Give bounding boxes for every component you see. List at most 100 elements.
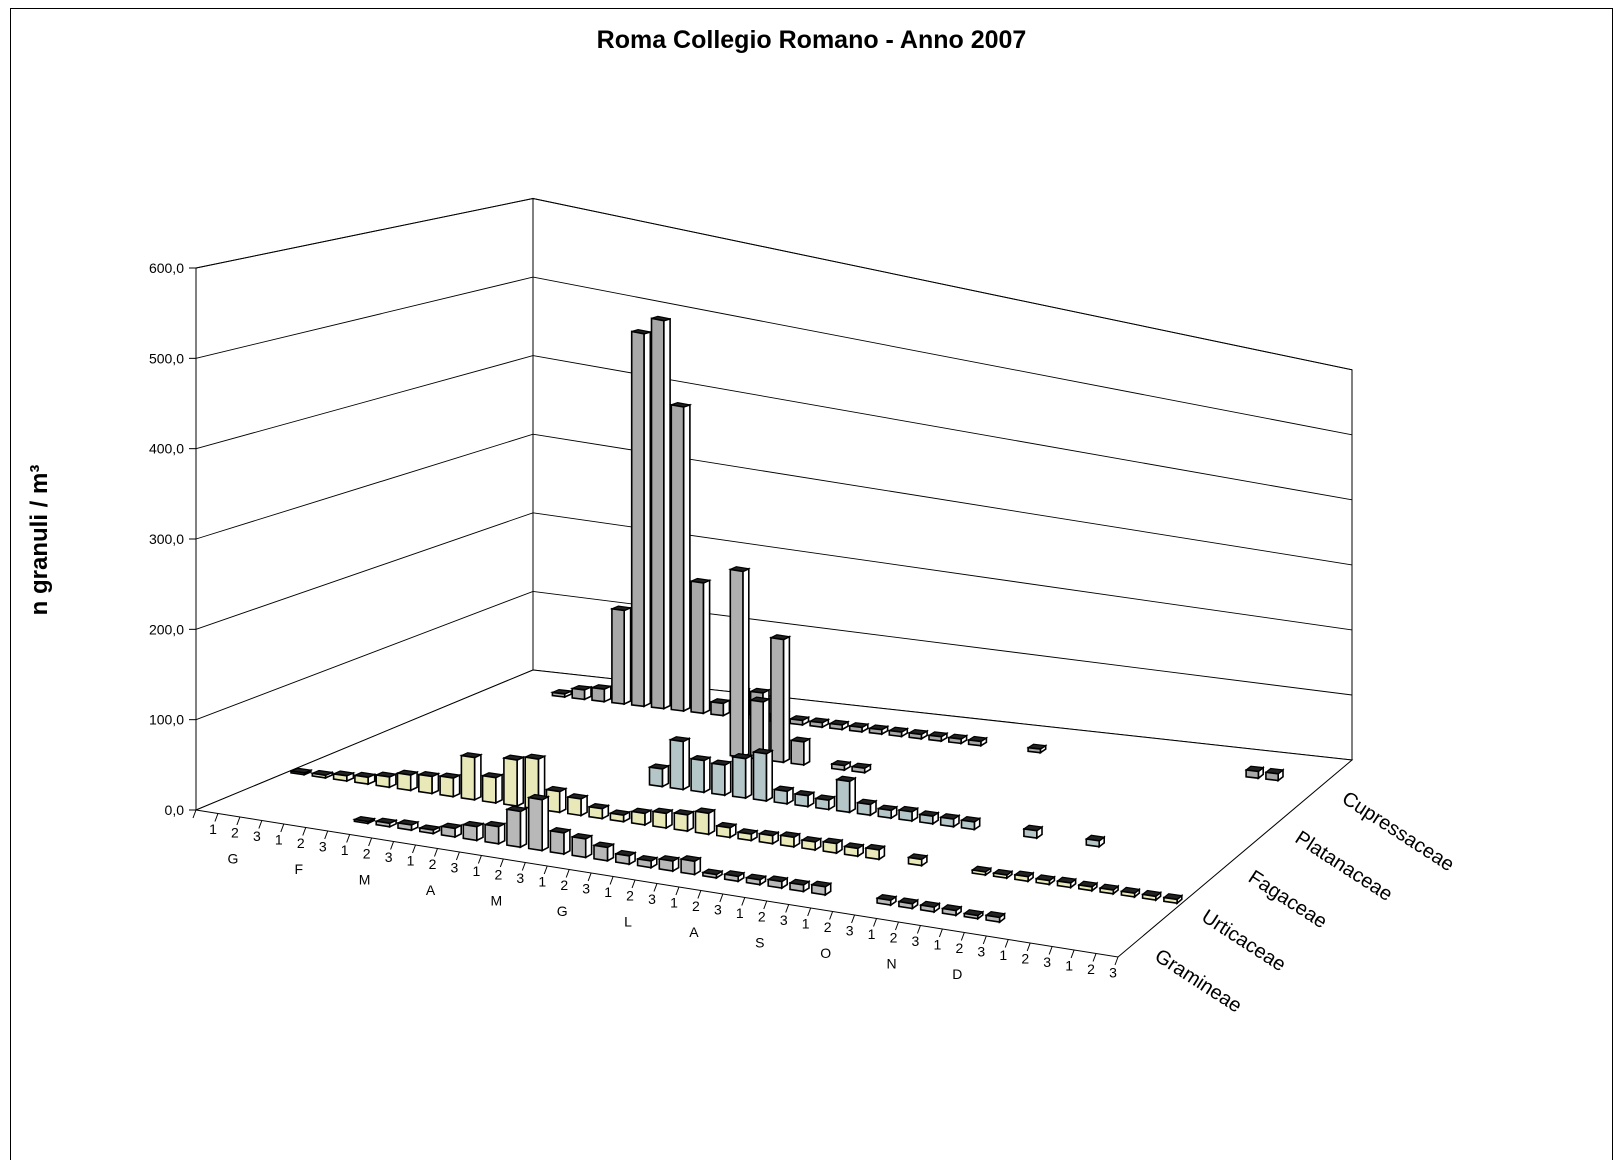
bar-cupressaceae xyxy=(809,720,824,729)
bar-cupressaceae xyxy=(928,734,943,742)
x-tick xyxy=(631,879,636,889)
x-tick-label: 1 xyxy=(934,936,942,952)
bar-cupressaceae xyxy=(650,317,665,710)
bar-fagaceae xyxy=(669,738,685,791)
x-tick xyxy=(192,809,197,819)
x-tick-label: 3 xyxy=(977,943,985,959)
bar-gramineae xyxy=(898,900,914,910)
bar-gramineae xyxy=(397,821,413,832)
x-tick-label: 2 xyxy=(494,866,502,882)
x-tick xyxy=(741,897,746,906)
bar-urticaceae xyxy=(311,772,327,779)
bar-urticaceae xyxy=(801,839,817,851)
x-tick xyxy=(697,890,702,899)
bar-urticaceae xyxy=(992,872,1008,880)
month-label: N xyxy=(886,955,896,971)
bar-urticaceae xyxy=(694,810,710,836)
x-tick xyxy=(982,935,987,945)
bar-gramineae xyxy=(440,825,456,838)
bar-gramineae xyxy=(810,883,827,896)
bar-fagaceae xyxy=(939,816,955,828)
x-tick xyxy=(653,883,658,892)
chart-frame xyxy=(10,8,1613,1160)
bar-urticaceae xyxy=(673,811,689,833)
x-tick xyxy=(1114,956,1119,966)
series-label: Gramineae xyxy=(1151,945,1246,1017)
bar-fagaceae xyxy=(919,813,934,825)
bar-gramineae xyxy=(571,835,587,859)
x-tick-label: 3 xyxy=(385,849,393,865)
bar-cupressaceae xyxy=(848,724,863,733)
x-tick-label: 2 xyxy=(1021,950,1029,966)
x-tick xyxy=(477,855,482,864)
bar-gramineae xyxy=(375,820,391,828)
bar-urticaceae xyxy=(1163,896,1178,905)
bar-gramineae xyxy=(963,912,979,920)
bar-platanaceae xyxy=(851,765,866,774)
bar-urticaceae xyxy=(1120,890,1136,898)
bar-cupressaceae xyxy=(611,607,626,705)
series-label: Platanaceae xyxy=(1291,827,1396,906)
x-tick-label: 1 xyxy=(209,821,217,837)
bar-cupressaceae xyxy=(1027,746,1042,754)
bar-urticaceae xyxy=(588,805,604,820)
x-tick xyxy=(1070,949,1075,959)
x-tick-label: 3 xyxy=(714,901,722,917)
x-tick-label: 2 xyxy=(955,940,963,956)
y-tick-label: 300,0 xyxy=(149,531,184,547)
bar-gramineae xyxy=(593,844,609,862)
y-tick-label: 500,0 xyxy=(149,350,184,366)
x-tick-label: 3 xyxy=(253,828,261,844)
x-tick xyxy=(609,876,614,885)
x-tick xyxy=(455,851,460,861)
bar-side xyxy=(643,330,652,708)
x-tick-label: 1 xyxy=(868,926,876,942)
x-tick-label: 1 xyxy=(736,905,744,921)
bar-side xyxy=(742,567,750,759)
bar-cupressaceae xyxy=(947,736,962,745)
bar-gramineae xyxy=(462,823,478,842)
x-tick-label: 2 xyxy=(824,919,832,935)
bar-side xyxy=(702,579,711,715)
bar-cupressaceae xyxy=(630,330,645,708)
x-tick xyxy=(873,918,877,927)
x-tick-label: 2 xyxy=(1087,961,1095,977)
x-tick xyxy=(280,823,285,833)
x-tick-label: 3 xyxy=(1043,954,1051,970)
bar-gramineae xyxy=(527,796,544,852)
x-tick xyxy=(851,914,856,924)
bar-cupressaceae xyxy=(591,686,606,703)
bar-side xyxy=(516,755,525,808)
bar-cupressaceae xyxy=(967,739,982,747)
x-tick-label: 1 xyxy=(341,842,349,858)
x-tick-label: 1 xyxy=(1065,957,1073,973)
bar-gramineae xyxy=(636,857,652,869)
x-tick xyxy=(434,848,438,857)
x-tick xyxy=(1048,946,1053,955)
gridline xyxy=(195,590,1353,721)
y-tick-label: 400,0 xyxy=(149,441,184,457)
x-tick-label: 1 xyxy=(604,884,612,900)
x-tick xyxy=(785,904,790,913)
bar-side xyxy=(623,606,632,706)
gridline xyxy=(195,198,1353,371)
x-tick-label: 3 xyxy=(451,859,459,875)
bar-fagaceae xyxy=(835,778,851,814)
month-label: M xyxy=(359,871,371,887)
bar-urticaceae xyxy=(1099,887,1115,895)
bar-fagaceae xyxy=(1023,827,1038,840)
bar-fagaceae xyxy=(898,809,913,822)
x-tick-label: 1 xyxy=(802,915,810,931)
x-tick xyxy=(236,816,241,826)
bar-side xyxy=(519,807,528,849)
bar-platanaceae xyxy=(790,739,805,766)
bar-cupressaceae xyxy=(888,729,903,738)
x-tick-label: 1 xyxy=(275,831,283,847)
bar-gramineae xyxy=(680,858,696,876)
month-label: D xyxy=(952,966,962,982)
bar-urticaceae xyxy=(630,810,646,826)
x-tick xyxy=(916,925,921,934)
bar-urticaceae xyxy=(396,772,412,792)
y-tick-label: 200,0 xyxy=(149,621,184,637)
